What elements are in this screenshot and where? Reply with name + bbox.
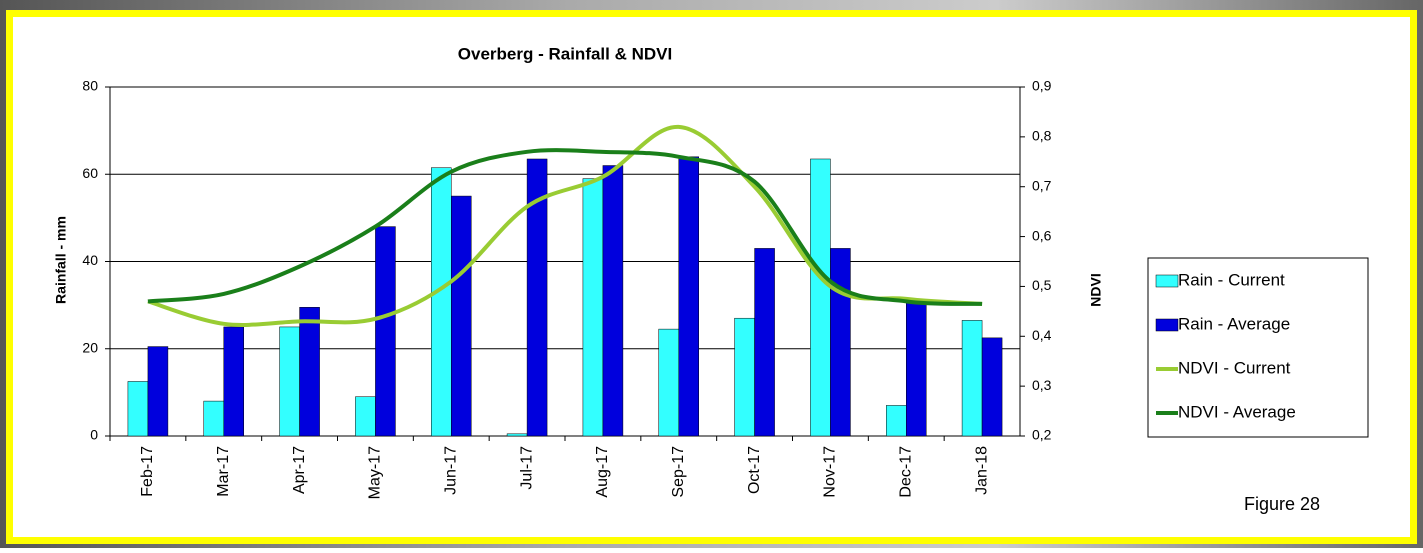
x-tick-label: Apr-17 xyxy=(291,446,308,494)
bar xyxy=(658,328,679,437)
bar xyxy=(602,165,624,437)
bar xyxy=(810,158,831,437)
x-tick-label: Dec-17 xyxy=(897,446,914,498)
bar xyxy=(734,317,755,437)
bar xyxy=(830,248,851,437)
figure-label: Figure 28 xyxy=(1244,494,1320,514)
y2-tick-label: 0,7 xyxy=(1032,177,1052,193)
bar xyxy=(582,178,604,437)
bar xyxy=(375,226,396,437)
bar xyxy=(279,326,300,437)
y2-tick-label: 0,2 xyxy=(1032,427,1052,443)
bar xyxy=(906,300,927,437)
x-tick-label: Nov-17 xyxy=(822,446,839,498)
bar xyxy=(147,346,169,437)
y2-tick-label: 0,4 xyxy=(1032,327,1052,343)
y-tick-label: 60 xyxy=(82,165,98,181)
bar xyxy=(431,167,452,437)
bar xyxy=(961,320,983,437)
y-axis-label: Rainfall - mm xyxy=(53,216,69,304)
x-tick-label: Oct-17 xyxy=(746,446,763,494)
x-tick-label: Aug-17 xyxy=(594,446,611,498)
y-tick-label: 80 xyxy=(82,78,98,94)
legend-label: Rain - Current xyxy=(1178,270,1285,289)
legend-label: NDVI - Average xyxy=(1178,402,1296,421)
bar xyxy=(299,307,320,437)
bar xyxy=(886,405,907,437)
y2-tick-label: 0,9 xyxy=(1032,78,1052,94)
legend-label: Rain - Average xyxy=(1178,314,1290,333)
y2-tick-label: 0,6 xyxy=(1032,227,1052,243)
bar xyxy=(754,248,775,437)
line xyxy=(147,148,983,306)
bar xyxy=(451,195,472,437)
legend-swatch xyxy=(1155,318,1179,332)
y-tick-label: 20 xyxy=(82,339,98,355)
y2-tick-label: 0,8 xyxy=(1032,128,1052,144)
bar xyxy=(127,381,149,437)
x-tick-label: May-17 xyxy=(367,446,384,499)
y2-axis-label: NDVI xyxy=(1088,273,1104,306)
x-tick-label: Sep-17 xyxy=(670,446,687,498)
legend xyxy=(1147,257,1369,438)
bar xyxy=(203,400,224,437)
x-tick-label: Jul-17 xyxy=(518,446,535,490)
bar xyxy=(678,156,699,437)
y-tick-label: 0 xyxy=(90,427,98,443)
line xyxy=(147,124,983,327)
x-tick-label: Feb-17 xyxy=(139,446,156,497)
bar xyxy=(981,337,1003,437)
bar xyxy=(506,433,528,437)
y2-tick-label: 0,5 xyxy=(1032,277,1052,293)
y2-tick-label: 0,3 xyxy=(1032,377,1052,393)
bar xyxy=(223,326,244,437)
chart-title: Overberg - Rainfall & NDVI xyxy=(458,44,672,63)
bar xyxy=(526,158,548,437)
x-tick-label: Jun-17 xyxy=(442,446,459,495)
y-tick-label: 40 xyxy=(82,252,98,268)
legend-label: NDVI - Current xyxy=(1178,358,1291,377)
bar xyxy=(355,396,376,437)
legend-swatch xyxy=(1155,274,1179,288)
x-tick-label: Jan-18 xyxy=(973,446,990,495)
x-tick-label: Mar-17 xyxy=(215,446,232,497)
